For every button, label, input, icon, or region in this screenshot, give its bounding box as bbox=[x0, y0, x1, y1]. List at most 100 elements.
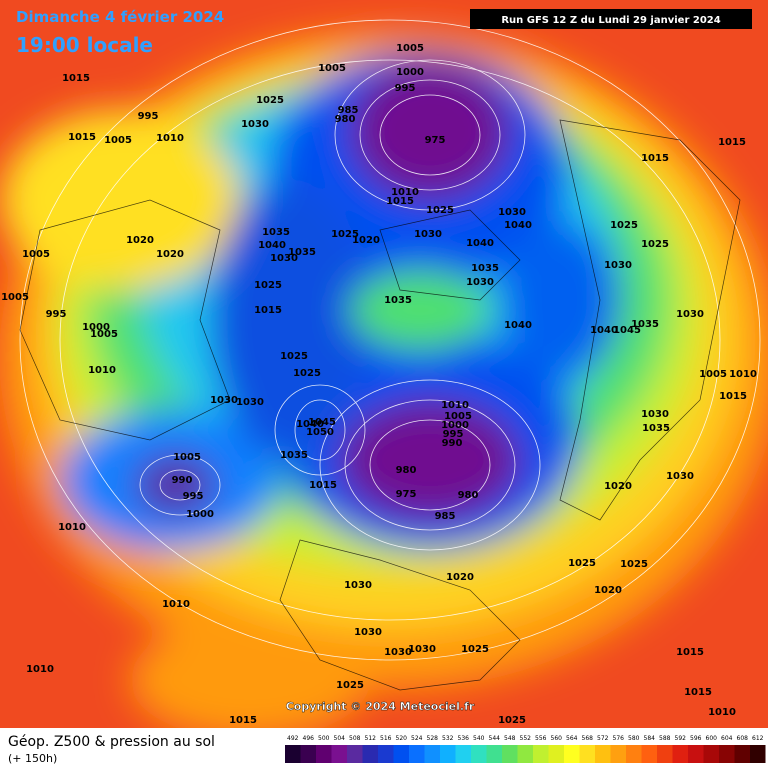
scale-label: 512 bbox=[365, 735, 377, 742]
isobar-label: 1025 bbox=[620, 559, 648, 570]
scale-swatch bbox=[285, 745, 301, 763]
isobar-label: 1005 bbox=[699, 369, 727, 380]
isobar-label: 1030 bbox=[270, 253, 298, 264]
isobar-label: 1040 bbox=[504, 320, 532, 331]
scale-swatch bbox=[486, 745, 502, 763]
isobar-label: 1010 bbox=[26, 664, 54, 675]
isobar-label: 1025 bbox=[331, 229, 359, 240]
isobar-label: 1015 bbox=[718, 137, 746, 148]
scale-label: 492 bbox=[287, 735, 299, 742]
isobar-label: 995 bbox=[138, 111, 159, 122]
scale-label: 536 bbox=[458, 735, 470, 742]
isobar-label: 985 bbox=[338, 105, 359, 116]
isobar-label: 1050 bbox=[306, 427, 334, 438]
isobar-label: 1005 bbox=[90, 329, 118, 340]
isobar-label: 980 bbox=[396, 465, 417, 476]
isobar-label: 1025 bbox=[498, 715, 526, 726]
isobar-label: 1045 bbox=[308, 417, 336, 428]
scale-swatch bbox=[641, 745, 657, 763]
isobar-label: 975 bbox=[425, 135, 446, 146]
isobar-label: 1030 bbox=[414, 229, 442, 240]
isobar-label: 975 bbox=[396, 489, 417, 500]
isobar-label: 985 bbox=[435, 511, 456, 522]
scale-label: 556 bbox=[535, 735, 547, 742]
scale-label: 580 bbox=[628, 735, 640, 742]
isobar-label: 1005 bbox=[396, 43, 424, 54]
legend-subtitle: (+ 150h) bbox=[8, 752, 57, 765]
isobar-label: 1040 bbox=[258, 240, 286, 251]
scale-swatch bbox=[688, 745, 704, 763]
isobar-label: 1040 bbox=[504, 220, 532, 231]
isobar-label: 1030 bbox=[676, 309, 704, 320]
scale-swatch bbox=[672, 745, 688, 763]
isobar-label: 1030 bbox=[236, 397, 264, 408]
isobar-label: 1010 bbox=[441, 400, 469, 411]
isobar-label: 1030 bbox=[604, 260, 632, 271]
isobar-label: 1020 bbox=[604, 481, 632, 492]
scale-label: 544 bbox=[489, 735, 501, 742]
isobar-label: 1015 bbox=[68, 132, 96, 143]
scale-swatch bbox=[564, 745, 580, 763]
scale-label: 568 bbox=[582, 735, 594, 742]
scale-swatch bbox=[579, 745, 595, 763]
isobar-label: 995 bbox=[46, 309, 67, 320]
isobar-label: 1030 bbox=[641, 409, 669, 420]
isobar-label: 1015 bbox=[684, 687, 712, 698]
scale-swatch bbox=[455, 745, 471, 763]
isobar-label: 1025 bbox=[336, 680, 364, 691]
scale-label: 584 bbox=[644, 735, 656, 742]
isobar-label: 1005 bbox=[104, 135, 132, 146]
isobar-label: 1030 bbox=[210, 395, 238, 406]
scale-label: 608 bbox=[737, 735, 749, 742]
scale-label: 560 bbox=[551, 735, 563, 742]
scale-swatch bbox=[548, 745, 564, 763]
scale-swatch bbox=[409, 745, 425, 763]
isobar-label: 1035 bbox=[262, 227, 290, 238]
isobar-label: 1030 bbox=[241, 119, 269, 130]
run: Run GFS 12 Z du Lundi 29 janvier 2024 bbox=[501, 15, 720, 26]
isobar-label: 1015 bbox=[719, 391, 747, 402]
scale-label: 612 bbox=[752, 735, 764, 742]
isobar-label: 1000 bbox=[396, 67, 424, 78]
isobar-label: 1030 bbox=[408, 644, 436, 655]
isobar-label: 1005 bbox=[22, 249, 50, 260]
scale-swatch bbox=[440, 745, 456, 763]
isobar-label: 1030 bbox=[384, 647, 412, 658]
scale-swatch bbox=[424, 745, 440, 763]
run-box bbox=[470, 9, 752, 29]
scale-swatch bbox=[517, 745, 533, 763]
scale-swatch bbox=[750, 745, 766, 763]
scale-swatch bbox=[378, 745, 394, 763]
isobar-label: 1025 bbox=[610, 220, 638, 231]
scale-swatch bbox=[657, 745, 673, 763]
isobar-label: 1040 bbox=[590, 325, 618, 336]
isobar-label: 1035 bbox=[471, 263, 499, 274]
scale-label: 572 bbox=[597, 735, 609, 742]
isobar-label: 1000 bbox=[186, 509, 214, 520]
scale-label: 552 bbox=[520, 735, 532, 742]
isobar-label: 1005 bbox=[1, 292, 29, 303]
scale-swatch bbox=[734, 745, 750, 763]
scale-swatch bbox=[393, 745, 409, 763]
isobar-label: 1020 bbox=[126, 235, 154, 246]
isobar-label: 1025 bbox=[568, 558, 596, 569]
scale-swatch bbox=[502, 745, 518, 763]
scale-swatch bbox=[316, 745, 332, 763]
isobar-label: 1035 bbox=[288, 247, 316, 258]
isobar-label: 1010 bbox=[162, 599, 190, 610]
scale-label: 496 bbox=[303, 735, 315, 742]
scale-swatch bbox=[300, 745, 316, 763]
scale-label: 524 bbox=[411, 735, 423, 742]
scale-swatch bbox=[719, 745, 735, 763]
scale-label: 592 bbox=[675, 735, 687, 742]
isobar-label: 1025 bbox=[280, 351, 308, 362]
isobar-label: 1010 bbox=[58, 522, 86, 533]
isobar-label: 1005 bbox=[444, 411, 472, 422]
isobar-label: 1025 bbox=[293, 368, 321, 379]
scale-label: 532 bbox=[442, 735, 454, 742]
isobar-label: 1005 bbox=[173, 452, 201, 463]
isobar-label: 1015 bbox=[62, 73, 90, 84]
isobar-label: 1030 bbox=[466, 277, 494, 288]
